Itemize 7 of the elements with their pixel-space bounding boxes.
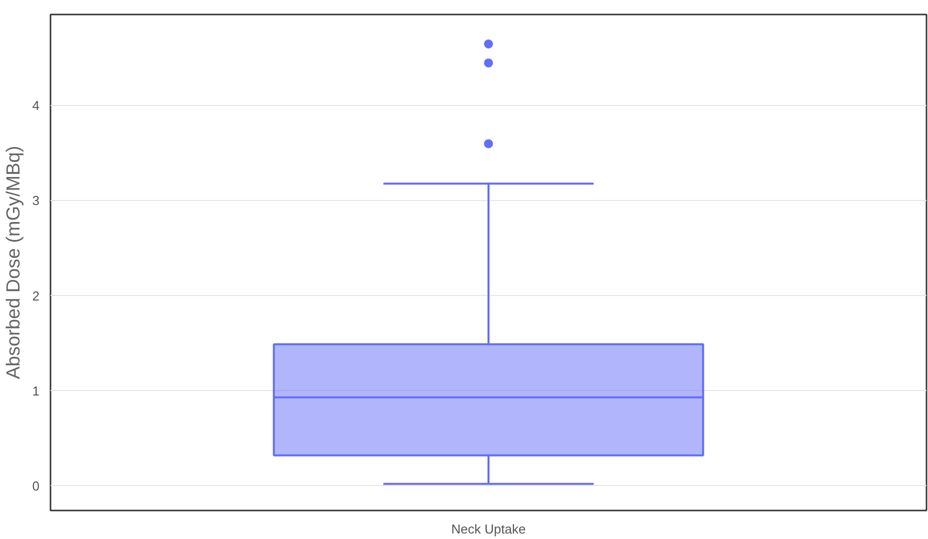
y-tick-label: 0 xyxy=(32,478,40,494)
x-tick-label: Neck Uptake xyxy=(451,522,526,536)
y-tick-label: 3 xyxy=(32,193,40,208)
y-axis-title: Absorbed Dose (mGy/MBq) xyxy=(3,146,24,380)
y-tick-label: 1 xyxy=(32,383,40,398)
y-tick-label: 2 xyxy=(32,288,40,304)
y-tick-label: 4 xyxy=(32,98,40,114)
